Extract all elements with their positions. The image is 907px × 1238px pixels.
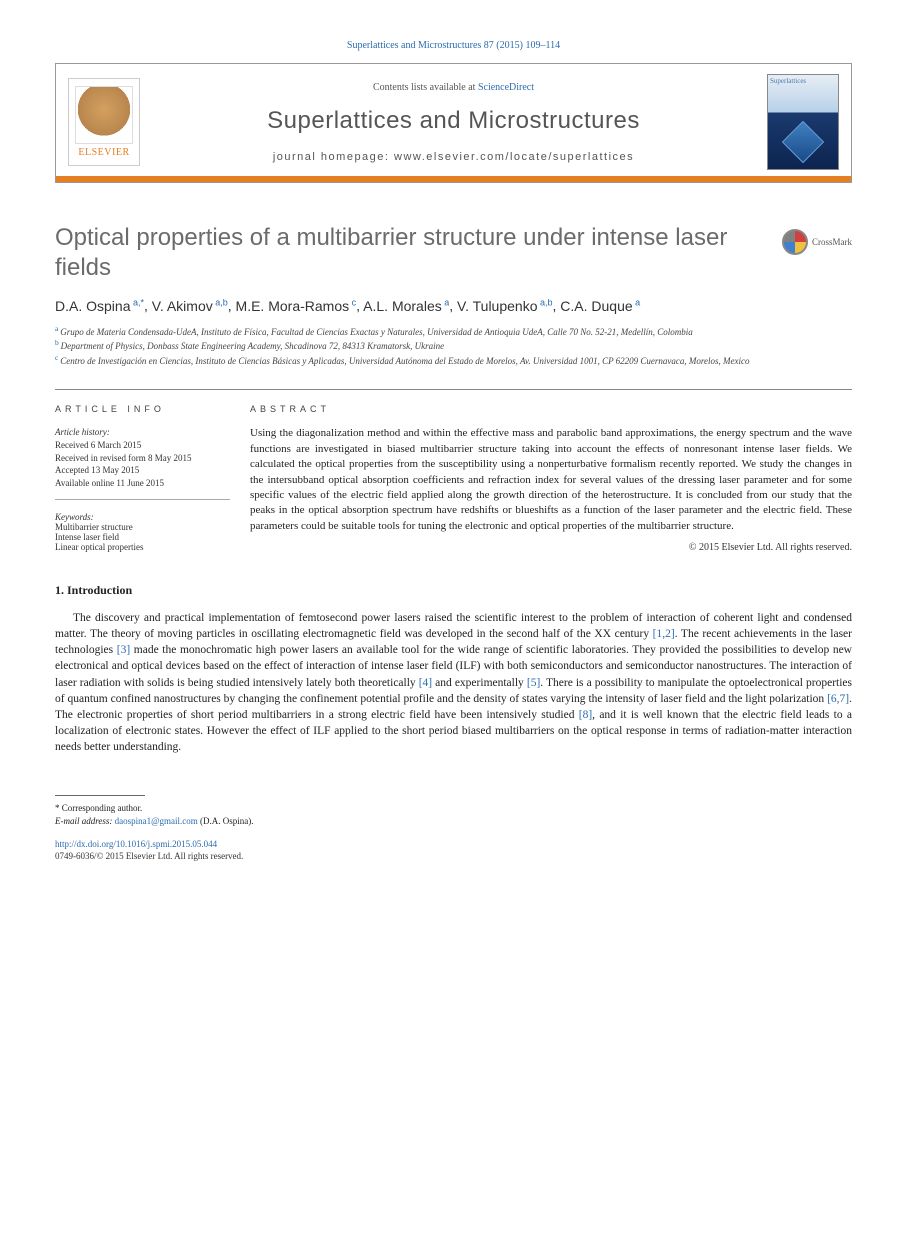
author-affil-sup: a,*: [130, 297, 144, 307]
author-affil-sup: a,b: [213, 297, 228, 307]
sciencedirect-link[interactable]: ScienceDirect: [478, 82, 534, 93]
affil-sup: a: [55, 324, 60, 333]
contents-available: Contents lists available at ScienceDirec…: [150, 82, 757, 93]
history-line: Accepted 13 May 2015: [55, 464, 230, 477]
cover-title: Superlattices: [770, 77, 836, 85]
author-affil-sup: a,b: [538, 297, 553, 307]
journal-header: ELSEVIER Contents lists available at Sci…: [55, 63, 852, 183]
author: V. Akimov a,b: [152, 298, 228, 314]
corresponding-author: * Corresponding author.: [55, 802, 852, 815]
issn-copyright: 0749-6036/© 2015 Elsevier Ltd. All right…: [55, 851, 243, 861]
history-line: Received in revised form 8 May 2015: [55, 452, 230, 465]
citation-link[interactable]: [1,2]: [653, 628, 675, 640]
affiliations: a Grupo de Materia Condensada-UdeA, Inst…: [55, 324, 852, 368]
author: V. Tulupenko a,b: [457, 298, 552, 314]
author: M.E. Mora-Ramos c: [236, 298, 357, 314]
history-label: Article history:: [55, 426, 230, 439]
article-info-heading: ARTICLE INFO: [55, 404, 230, 414]
article-info-column: ARTICLE INFO Article history: Received 6…: [55, 404, 250, 553]
footnote-separator: [55, 795, 145, 796]
crossmark-badge[interactable]: CrossMark: [782, 229, 852, 255]
journal-homepage: journal homepage: www.elsevier.com/locat…: [150, 151, 757, 163]
author-email-link[interactable]: daospina1@gmail.com: [115, 816, 198, 826]
corresponding-footnote: * Corresponding author. E-mail address: …: [55, 802, 852, 827]
abstract-text: Using the diagonalization method and wit…: [250, 426, 852, 534]
publisher-logo: ELSEVIER: [68, 78, 140, 166]
accent-bar: [56, 176, 851, 182]
email-author-suffix: (D.A. Ospina).: [198, 816, 254, 826]
citation-link[interactable]: [3]: [117, 644, 130, 656]
author-affil-sup: a: [633, 297, 641, 307]
journal-cover: Superlattices: [767, 74, 839, 170]
abstract-heading: ABSTRACT: [250, 404, 852, 414]
abstract-column: ABSTRACT Using the diagonalization metho…: [250, 404, 852, 553]
keywords-label: Keywords:: [55, 512, 230, 522]
email-label: E-mail address:: [55, 816, 115, 826]
doi-link[interactable]: http://dx.doi.org/10.1016/j.spmi.2015.05…: [55, 839, 217, 849]
affil-sup: b: [55, 338, 61, 347]
journal-name: Superlattices and Microstructures: [150, 107, 757, 135]
history-line: Available online 11 June 2015: [55, 477, 230, 490]
footer-block: http://dx.doi.org/10.1016/j.spmi.2015.05…: [55, 839, 852, 862]
introduction-heading: 1. Introduction: [55, 583, 852, 598]
author: C.A. Duque a: [560, 298, 640, 314]
affiliation: b Department of Physics, Donbass State E…: [55, 338, 852, 353]
contents-prefix: Contents lists available at: [373, 82, 478, 93]
keyword: Linear optical properties: [55, 542, 230, 552]
citation-link[interactable]: [5]: [527, 677, 540, 689]
article-title: Optical properties of a multibarrier str…: [55, 223, 762, 283]
keywords-block: Keywords: Multibarrier structureIntense …: [55, 512, 230, 552]
citation-line: Superlattices and Microstructures 87 (20…: [55, 40, 852, 51]
crossmark-label: CrossMark: [812, 237, 852, 247]
affiliation: c Centro de Investigación en Ciencias, I…: [55, 353, 852, 368]
abstract-copyright: © 2015 Elsevier Ltd. All rights reserved…: [250, 542, 852, 553]
publisher-name: ELSEVIER: [78, 147, 129, 158]
authors-line: D.A. Ospina a,*, V. Akimov a,b, M.E. Mor…: [55, 297, 852, 314]
article-history: Article history: Received 6 March 2015Re…: [55, 426, 230, 500]
introduction-paragraph: The discovery and practical implementati…: [55, 610, 852, 755]
keyword: Multibarrier structure: [55, 522, 230, 532]
author: D.A. Ospina a,*: [55, 298, 144, 314]
citation-link[interactable]: [4]: [419, 677, 432, 689]
history-line: Received 6 March 2015: [55, 439, 230, 452]
author: A.L. Morales a: [363, 298, 449, 314]
citation-link[interactable]: [8]: [579, 709, 592, 721]
keyword: Intense laser field: [55, 532, 230, 542]
affil-sup: c: [55, 353, 60, 362]
crossmark-icon: [782, 229, 808, 255]
elsevier-tree-icon: [75, 86, 133, 144]
affiliation: a Grupo de Materia Condensada-UdeA, Inst…: [55, 324, 852, 339]
cover-art-icon: [782, 121, 824, 163]
citation-link[interactable]: [6,7]: [827, 693, 849, 705]
